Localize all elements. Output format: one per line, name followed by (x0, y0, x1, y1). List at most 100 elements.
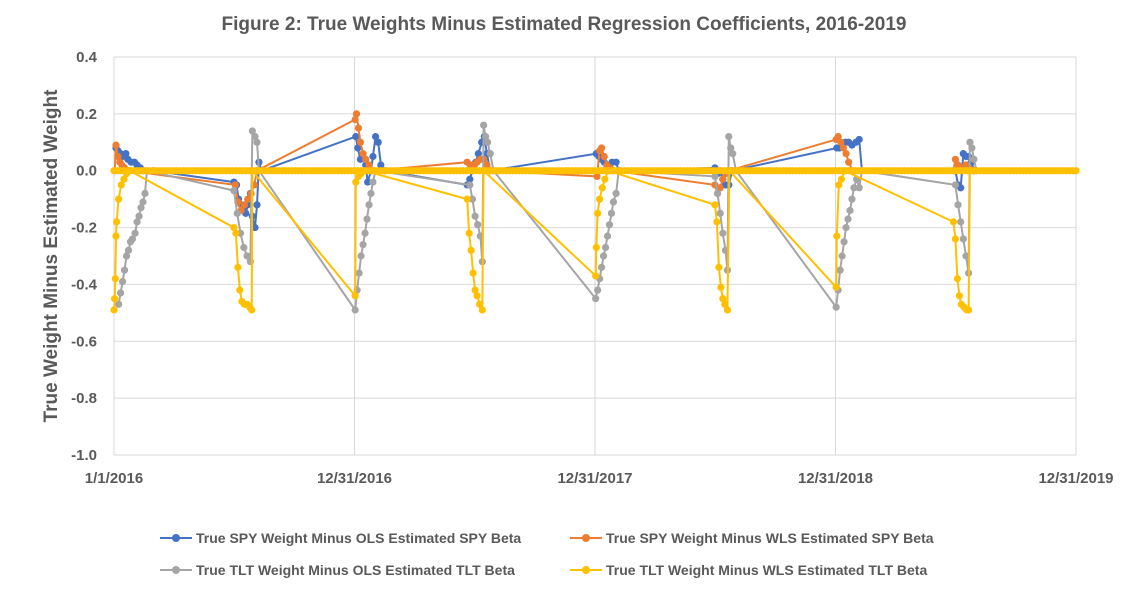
data-point (128, 235, 137, 243)
data-point (243, 252, 251, 260)
plot-area (110, 110, 1080, 314)
x-tick-label: 12/31/2018 (798, 470, 873, 487)
data-point (729, 150, 737, 158)
data-point (968, 144, 976, 152)
y-tick-label: -0.2 (71, 220, 97, 237)
data-point (467, 246, 475, 254)
legend-label: True TLT Weight Minus OLS Estimated TLT … (196, 562, 515, 578)
data-point (959, 235, 967, 243)
data-point (612, 189, 620, 198)
data-point (120, 175, 128, 183)
data-point (231, 181, 239, 189)
data-point (711, 201, 719, 209)
data-point (469, 269, 477, 277)
data-point (719, 175, 727, 183)
data-point (115, 195, 123, 203)
data-point (369, 152, 377, 161)
data-point (951, 155, 960, 163)
data-point (594, 209, 602, 217)
data-point (474, 221, 482, 229)
data-point (592, 243, 600, 252)
data-point (713, 218, 721, 226)
data-point (466, 181, 474, 189)
data-point (363, 215, 371, 223)
data-point (605, 221, 614, 229)
gridlines (113, 56, 1077, 456)
data-point (716, 184, 724, 192)
data-point (133, 218, 141, 226)
legend-swatch-marker (172, 534, 180, 542)
data-point (137, 204, 145, 212)
data-point (365, 201, 373, 209)
data-point (598, 184, 606, 192)
data-point (833, 232, 841, 240)
data-point (597, 263, 606, 271)
data-point (970, 155, 978, 163)
y-tick-label: 0.2 (76, 106, 97, 123)
data-point (112, 141, 120, 149)
data-point (236, 286, 244, 294)
data-point (476, 300, 484, 308)
legend-label: True SPY Weight Minus OLS Estimated SPY … (196, 530, 521, 546)
data-point (234, 263, 242, 271)
y-tick-label: 0.4 (76, 49, 98, 66)
data-point (839, 144, 848, 152)
data-point (357, 252, 365, 260)
data-point (727, 144, 735, 152)
data-point (354, 144, 362, 152)
data-point (466, 175, 474, 183)
y-tick-label: -0.4 (71, 276, 98, 293)
data-point (230, 223, 238, 232)
data-point (111, 295, 119, 303)
data-point (248, 127, 256, 135)
data-point (957, 184, 965, 192)
chart-title: Figure 2: True Weights Minus Estimated R… (222, 14, 907, 35)
data-point (607, 209, 616, 217)
x-tick-label: 1/1/2016 (85, 470, 143, 487)
data-point (721, 300, 729, 308)
data-point (603, 232, 612, 240)
data-point (473, 292, 481, 300)
data-point (352, 110, 361, 118)
data-point (597, 144, 606, 152)
data-point (482, 133, 490, 141)
data-point (139, 198, 147, 206)
data-point (141, 189, 149, 198)
data-point (596, 195, 604, 203)
data-point (113, 218, 121, 226)
data-point (954, 201, 962, 209)
data-point (837, 175, 846, 183)
legend-label: True TLT Weight Minus WLS Estimated TLT … (606, 562, 927, 578)
data-point (953, 275, 961, 283)
zero-markers (110, 167, 1080, 175)
data-point (351, 306, 359, 314)
data-point (725, 133, 733, 141)
data-point (110, 306, 118, 314)
data-point (251, 133, 259, 141)
data-point (253, 201, 261, 209)
data-point (240, 243, 248, 252)
data-point (369, 178, 377, 186)
y-tick-labels: 0.4 0.2 0.0 -0.2 -0.4 -0.6 -0.8 -1.0 (71, 49, 98, 464)
data-point (111, 275, 119, 283)
y-tick-label: -0.6 (71, 333, 97, 350)
data-point (842, 150, 850, 158)
data-point (116, 289, 125, 297)
data-point (474, 150, 482, 158)
data-point (716, 209, 724, 217)
data-point (951, 181, 960, 189)
data-point (592, 272, 600, 280)
x-tick-label: 12/31/2019 (1038, 470, 1113, 487)
data-point (356, 138, 365, 146)
data-point (601, 243, 610, 252)
data-point (719, 229, 727, 237)
legend-item: True SPY Weight Minus OLS Estimated SPY … (160, 530, 521, 546)
data-point (367, 189, 375, 198)
legend-item: True TLT Weight Minus WLS Estimated TLT … (570, 562, 927, 578)
data-point (966, 138, 974, 146)
data-point (233, 209, 241, 217)
data-point (364, 178, 372, 186)
data-point (486, 150, 494, 158)
data-point (713, 189, 722, 198)
data-point (962, 252, 970, 260)
